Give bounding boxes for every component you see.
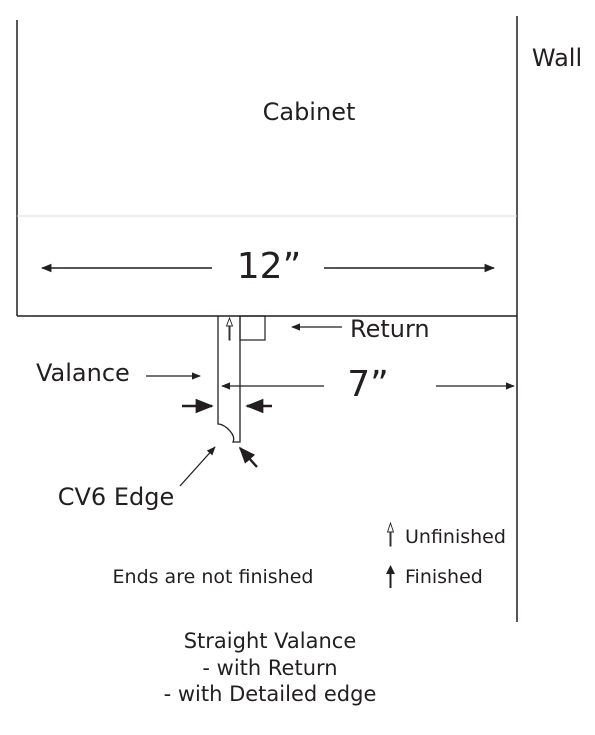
- unfinished-legend-label: Unfinished: [405, 526, 506, 548]
- caption-line-1: Straight Valance: [184, 629, 357, 653]
- finished-legend-label: Finished: [405, 566, 483, 588]
- caption-line-2: - with Return: [202, 656, 337, 680]
- ends-note: Ends are not finished: [113, 566, 314, 588]
- unfinished-legend-icon: [386, 521, 395, 547]
- caption: Straight Valance - with Return - with De…: [164, 629, 377, 706]
- return-block: [239, 315, 266, 341]
- legend: Unfinished Finished: [386, 521, 506, 588]
- return-label: Return: [350, 315, 430, 343]
- finished-pointer-edge: [238, 446, 258, 468]
- wall-label: Wall: [532, 44, 582, 72]
- valance-label: Valance: [36, 359, 130, 387]
- cabinet-outline: [16, 20, 517, 317]
- depth-value: 7”: [347, 364, 389, 405]
- unfinished-marker: [225, 316, 234, 341]
- edge-arrow: [179, 446, 216, 487]
- edge-label: CV6 Edge: [58, 483, 174, 511]
- width-value: 12”: [237, 246, 301, 287]
- cabinet-label: Cabinet: [263, 98, 356, 126]
- caption-line-3: - with Detailed edge: [164, 682, 377, 706]
- width-dimension: 12”: [40, 246, 496, 287]
- valance-profile: [217, 315, 266, 443]
- finished-legend-icon: [386, 565, 395, 588]
- depth-dimension: 7”: [221, 364, 515, 405]
